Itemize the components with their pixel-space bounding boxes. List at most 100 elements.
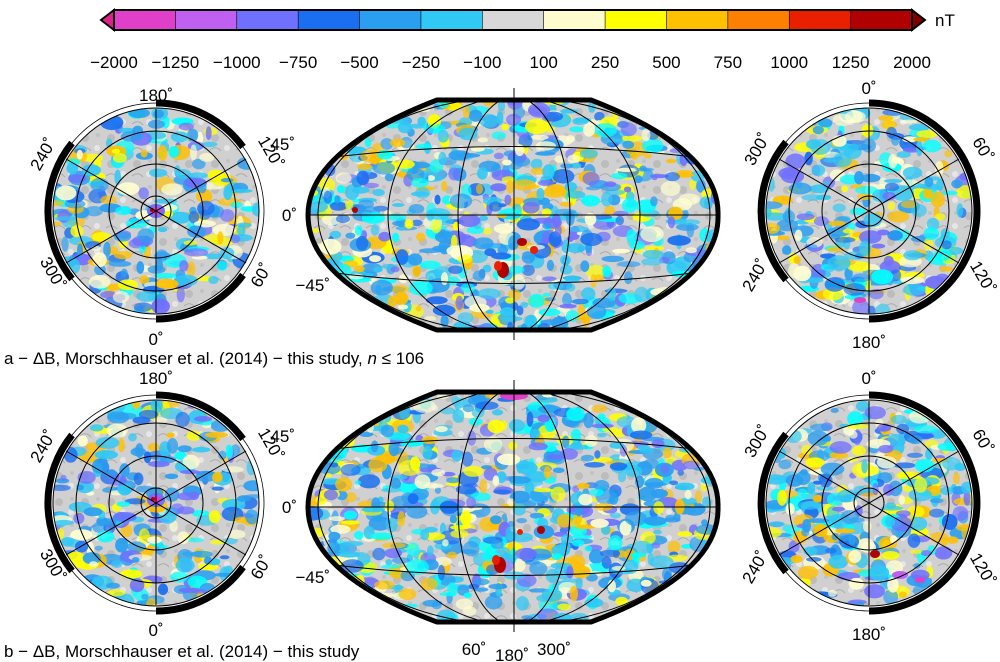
anomaly-mark [818, 118, 833, 128]
anomaly-mark [581, 287, 596, 301]
anomaly-mark [103, 241, 111, 258]
anomaly-mark [525, 118, 549, 135]
global-map-a: 45˚ 0˚ −45˚ [270, 88, 721, 340]
anomaly-mark [408, 204, 425, 214]
anomaly-mark [174, 451, 187, 460]
anomaly-mark [90, 177, 109, 192]
anomaly-mark [629, 430, 653, 440]
anomaly-mark [368, 457, 388, 473]
anomaly-mark [218, 450, 227, 460]
anomaly-mark [190, 550, 213, 558]
anomaly-mark [151, 298, 170, 314]
anomaly-mark [175, 411, 190, 428]
anomaly-mark [660, 180, 681, 197]
anomaly-mark [406, 504, 428, 519]
anomaly-mark [170, 131, 189, 143]
anomaly-mark [890, 414, 907, 425]
anomaly-mark [542, 202, 554, 211]
anomaly-mark [881, 551, 900, 560]
colorbar: −2000 −1250 −1000 −750 −500 −250 −100 100 250 500… [90, 7, 955, 72]
anomaly-mark [323, 489, 338, 501]
anomaly-mark [902, 136, 918, 143]
anomaly-mark [341, 520, 360, 525]
anomaly-mark [916, 130, 938, 138]
anomaly-mark [384, 500, 395, 512]
anomaly-mark [848, 550, 862, 563]
anomaly-mark [124, 498, 146, 505]
anomaly-mark [426, 175, 436, 181]
anomaly-mark [570, 162, 582, 169]
anomaly-mark [53, 221, 62, 226]
anomaly-mark [177, 531, 189, 545]
anomaly-mark [690, 170, 705, 182]
anomaly-mark [778, 459, 792, 470]
strong-anomaly-mark [352, 207, 358, 213]
anomaly-mark [390, 266, 400, 273]
anomaly-mark [580, 260, 590, 273]
anomaly-mark [807, 430, 829, 446]
anomaly-mark [640, 579, 652, 587]
anomaly-mark [508, 476, 532, 484]
anomaly-mark [630, 540, 653, 555]
sp-a-label-bottom: 180˚ [852, 333, 886, 352]
anomaly-mark [883, 589, 899, 605]
anomaly-mark [577, 303, 586, 319]
anomaly-mark [329, 516, 345, 522]
anomaly-mark [114, 511, 137, 522]
anomaly-mark [952, 506, 969, 521]
anomaly-mark [319, 238, 342, 255]
anomaly-mark [390, 284, 409, 294]
anomaly-mark [384, 548, 403, 559]
anomaly-mark [397, 121, 412, 134]
anomaly-mark [381, 542, 406, 549]
caption-a-suffix: ≤ 106 [377, 349, 424, 368]
anomaly-mark [73, 512, 85, 525]
anomaly-mark [801, 194, 823, 201]
anomaly-mark [70, 529, 93, 541]
caption-b-prefix: b − ΔB, Morschhauser et al. (2014) − thi… [4, 642, 360, 661]
anomaly-mark [559, 303, 577, 309]
anomaly-mark [922, 139, 942, 153]
colorbar-cell [359, 9, 422, 31]
anomaly-mark [357, 163, 373, 170]
anomaly-mark [828, 220, 846, 227]
anomaly-mark [474, 587, 489, 592]
strong-anomaly-mark [530, 246, 538, 254]
anomaly-mark [568, 226, 589, 233]
anomaly-mark [186, 430, 202, 441]
anomaly-mark [908, 434, 923, 445]
anomaly-mark [822, 181, 830, 186]
anomaly-mark [542, 164, 555, 180]
anomaly-mark [566, 190, 586, 199]
global-b-lat-neg45: −45˚ [296, 568, 331, 587]
anomaly-mark [562, 292, 572, 307]
anomaly-mark [178, 122, 194, 131]
anomaly-mark [397, 424, 409, 434]
anomaly-mark [378, 231, 391, 242]
anomaly-mark [555, 225, 562, 236]
anomaly-mark [675, 223, 699, 231]
anomaly-mark [913, 563, 921, 569]
anomaly-mark [776, 219, 799, 232]
anomaly-mark [508, 419, 525, 432]
anomaly-mark [166, 432, 175, 438]
anomaly-mark [584, 462, 605, 468]
anomaly-mark [197, 200, 215, 216]
anomaly-mark [77, 471, 96, 484]
anomaly-mark [941, 514, 958, 530]
anomaly-mark [491, 131, 507, 140]
anomaly-mark [802, 519, 811, 533]
anomaly-mark [559, 201, 573, 207]
anomaly-mark [431, 219, 442, 234]
np-a-label-top: 180˚ [139, 86, 173, 105]
anomaly-mark [127, 541, 147, 553]
strong-anomaly-mark [892, 571, 908, 579]
anomaly-mark [660, 464, 670, 474]
anomaly-mark [796, 488, 809, 500]
anomaly-mark [358, 199, 375, 209]
anomaly-mark [846, 140, 866, 145]
sp-a-label-left-lower: 240˚ [739, 256, 772, 295]
anomaly-mark [514, 547, 538, 560]
anomaly-mark [611, 172, 628, 180]
anomaly-mark [530, 167, 546, 175]
